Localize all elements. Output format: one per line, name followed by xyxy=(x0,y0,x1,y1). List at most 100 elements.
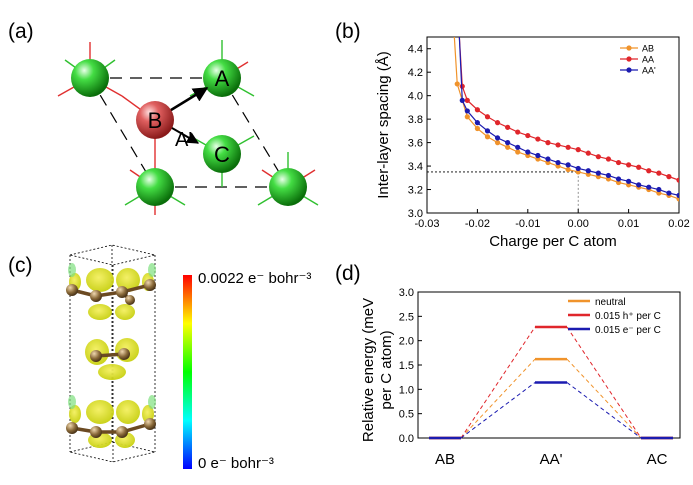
panel-c-charge-density: 0.0022 e⁻ bohr⁻³ 0 e⁻ bohr⁻³ xyxy=(66,244,311,472)
data-point xyxy=(494,120,501,126)
x-category-label: AC xyxy=(647,451,668,468)
colorbar-max-label: 0.0022 e⁻ bohr⁻³ xyxy=(198,270,311,287)
data-point xyxy=(605,172,612,179)
data-point xyxy=(494,140,501,146)
data-point xyxy=(515,149,521,155)
data-point xyxy=(474,107,480,113)
data-point xyxy=(615,159,622,166)
chart-b-reference-lines xyxy=(427,171,579,213)
series-1 xyxy=(458,37,679,183)
isosurface-fringe xyxy=(68,263,156,409)
y-tick-label: 3.6 xyxy=(408,138,423,150)
y-tick-label: 3.0 xyxy=(408,208,423,220)
data-point xyxy=(575,147,581,153)
data-point xyxy=(545,140,551,146)
data-point xyxy=(535,152,541,159)
data-point xyxy=(459,97,465,103)
legend-label: 0.015 h⁺ per C xyxy=(595,311,661,322)
legend-label: 0.015 e⁻ per C xyxy=(595,325,661,336)
y-tick-label: 4.2 xyxy=(408,67,423,79)
data-point xyxy=(585,168,591,174)
data-point xyxy=(575,165,581,172)
data-point xyxy=(505,124,511,130)
y-tick-label: 3.4 xyxy=(408,161,423,173)
energy-connector xyxy=(460,326,536,439)
x-tick-label: -0.03 xyxy=(414,218,439,230)
data-point xyxy=(545,156,551,162)
data-point xyxy=(515,129,521,135)
atom-sphere xyxy=(203,135,241,173)
energy-connector xyxy=(460,382,536,439)
panel-label-a: (a) xyxy=(8,20,34,43)
chart-d-ylabel: Relative energy (meVper C atom) xyxy=(360,298,395,442)
atom-label-c: C xyxy=(214,142,230,167)
data-point xyxy=(605,156,612,162)
chart-b-frame xyxy=(426,36,680,214)
data-point xyxy=(676,192,679,198)
data-point xyxy=(484,134,491,140)
chart-b-series xyxy=(453,37,679,202)
legend-label: AB xyxy=(642,44,654,54)
legend-marker xyxy=(626,67,632,73)
data-point xyxy=(494,135,501,141)
data-point xyxy=(464,97,470,103)
x-category-label: AB xyxy=(435,451,455,468)
y-tick-label: 0.0 xyxy=(399,433,414,445)
y-tick-label: 3.0 xyxy=(399,287,414,299)
data-point xyxy=(595,154,601,160)
data-point xyxy=(505,144,511,150)
data-point xyxy=(464,114,470,120)
data-point xyxy=(565,144,571,150)
data-point xyxy=(525,132,531,139)
legend-marker xyxy=(626,45,632,51)
chart-b: -0.03 -0.02 -0.01 0.00 0.01 0.02 3.0 3.2 3.4 3.6 3… xyxy=(375,36,690,250)
chart-d-ticks: 0.0 0.5 1.0 1.5 2.0 2.5 3.0 AB AA' AC xyxy=(399,287,668,468)
data-point xyxy=(535,136,541,142)
data-point xyxy=(626,162,632,168)
data-point xyxy=(615,176,622,182)
data-point xyxy=(646,168,652,174)
energy-connector xyxy=(566,358,642,439)
data-point xyxy=(474,120,480,126)
panel-a-lattice: A B C A' xyxy=(57,40,319,215)
data-point xyxy=(454,81,460,87)
x-tick-label: 0.00 xyxy=(567,218,588,230)
atom-sphere xyxy=(269,168,307,206)
x-category-label: AA' xyxy=(540,451,563,468)
chart-b-ylabel: Inter-layer spacing (Å) xyxy=(375,51,392,199)
data-point xyxy=(484,114,491,120)
data-point xyxy=(666,174,672,180)
y-tick-label: 2.0 xyxy=(399,336,414,348)
data-point xyxy=(656,186,662,193)
atom-label-a: A xyxy=(215,66,230,91)
y-tick-label: 2.5 xyxy=(399,311,414,323)
atom-sphere xyxy=(203,59,241,97)
data-point xyxy=(515,144,521,150)
carbon-atoms xyxy=(66,279,156,438)
data-point xyxy=(565,162,571,168)
data-point xyxy=(464,108,470,114)
series-0 xyxy=(429,357,673,440)
data-point xyxy=(585,150,591,156)
shift-arrow-to-a xyxy=(170,86,209,112)
x-tick-label: -0.01 xyxy=(515,218,540,230)
panel-label-c: (c) xyxy=(8,254,33,277)
data-point xyxy=(484,128,491,134)
atom-sphere xyxy=(136,168,174,206)
x-tick-label: -0.02 xyxy=(465,218,490,230)
y-tick-label: 3.8 xyxy=(408,114,423,126)
data-point xyxy=(656,170,662,176)
legend-label: AA' xyxy=(642,66,656,76)
energy-connector xyxy=(460,358,536,439)
data-point xyxy=(676,177,679,183)
legend-label: AA xyxy=(642,55,654,65)
x-tick-label: 0.01 xyxy=(618,218,639,230)
y-tick-label: 1.0 xyxy=(399,384,414,396)
data-point xyxy=(636,182,642,188)
chart-d: 0.0 0.5 1.0 1.5 2.0 2.5 3.0 AB AA' AC neutral 0.01… xyxy=(360,287,681,468)
data-point xyxy=(525,149,531,155)
energy-connector xyxy=(566,382,642,439)
chart-d-series xyxy=(429,325,673,440)
chart-b-xlabel: Charge per C atom xyxy=(489,233,617,250)
